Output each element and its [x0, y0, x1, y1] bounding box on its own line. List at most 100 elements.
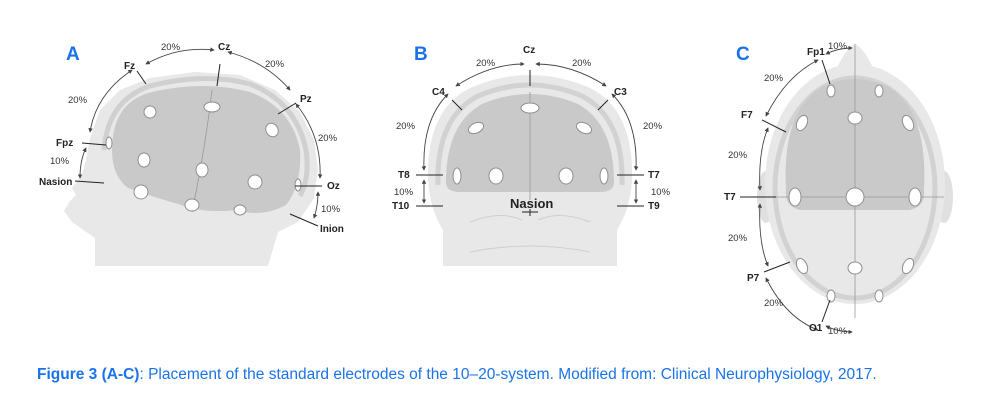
panel-b-arc-c3-t7	[611, 93, 639, 171]
panel-a-pct-nasion-fpz: 10%	[50, 156, 70, 167]
panel-b-letter: B	[414, 44, 428, 65]
panel-b-tick-c4	[451, 99, 463, 111]
panel-a-arc-cz-pz	[227, 50, 291, 91]
panel-c-arc-t7-f7	[757, 127, 769, 191]
panel-b-pct-t8-c4: 20%	[396, 121, 416, 132]
panel-b-electrode	[558, 167, 574, 185]
panel-a-label-nasion: Nasion	[39, 177, 72, 188]
panel-b-label-t9: T9	[648, 201, 660, 212]
panel-b-electrode	[599, 167, 609, 185]
panel-b-label-nasion: Nasion	[510, 196, 553, 211]
panel-b-label-cz: Cz	[523, 45, 535, 56]
panel-a-electrode	[265, 122, 279, 138]
panel-c-tick-fp1	[821, 59, 831, 85]
caption-text: : Placement of the standard electrodes o…	[139, 366, 877, 383]
panel-c-electrode	[795, 257, 809, 275]
panel-a-pct-oz-inion: 10%	[321, 204, 341, 215]
panel-c-arc-f7-fp1	[765, 59, 819, 117]
panel-a-label-fz: Fz	[124, 61, 135, 72]
panel-b-arc-cz-c3	[535, 61, 607, 87]
panel-a-electrode	[137, 152, 151, 168]
panel-c-pct-t7-p7: 20%	[728, 233, 748, 244]
panel-c-label-fp1: Fp1	[807, 47, 825, 58]
panel-b-pct-cz-c3: 20%	[572, 58, 592, 69]
panel-c-electrode	[901, 114, 915, 132]
panel-c-label-o1: O1	[809, 323, 823, 334]
panel-c-pct-fp1: 10%	[828, 41, 848, 52]
panel-b-electrode	[467, 121, 485, 135]
panel-b-electrode	[488, 167, 504, 185]
panel-b-electrode	[520, 102, 540, 114]
panel-b-face	[469, 215, 591, 253]
panel-c-letter: C	[736, 44, 750, 65]
panel-a-tick-cz	[216, 63, 221, 87]
panel-c-label-f7: F7	[741, 110, 753, 121]
panel-c-arc-o1-iz	[825, 325, 853, 335]
panel-c: C	[724, 41, 953, 337]
panel-a-label-fpz: Fpz	[56, 138, 73, 149]
panel-c-tick-p7	[763, 261, 791, 273]
panel-b-arc-t8-c4	[421, 93, 449, 171]
panel-b-label-t7: T7	[648, 170, 660, 181]
panel-a-label-oz: Oz	[327, 181, 340, 192]
panel-c-pct-t7-f7: 20%	[728, 150, 748, 161]
panel-a-arc-pz-oz	[295, 103, 323, 179]
panel-c-label-p7: P7	[747, 273, 760, 284]
panel-c-pct-f7-fp1: 20%	[764, 73, 784, 84]
panel-b-electrode	[575, 121, 593, 135]
eeg-10-20-figure: A Fz Cz	[39, 41, 953, 337]
panel-c-electrode	[845, 187, 865, 207]
panel-a-electrode	[294, 178, 302, 192]
panel-c-arc-fp1-nz	[825, 45, 853, 55]
panel-a-pct-pz-oz: 20%	[318, 133, 338, 144]
panel-a-tick-pz	[277, 102, 297, 115]
panel-a-tick-fz	[136, 70, 147, 85]
panel-b-label-t10: T10	[392, 201, 410, 212]
panel-b-electrode	[452, 167, 462, 185]
panel-b-label-t8: T8	[398, 170, 410, 181]
panel-b-arc-c4-cz	[455, 61, 525, 87]
panel-a: A Fz Cz	[39, 42, 344, 266]
panel-a-pct-cz-pz: 20%	[265, 59, 285, 70]
panel-a-electrode	[233, 204, 247, 216]
figure-caption: Figure 3 (A-C): Placement of the standar…	[37, 366, 977, 384]
panel-c-electrode	[847, 261, 863, 275]
panel-b-label-c4: C4	[432, 87, 445, 98]
panel-a-arc-fz-cz	[145, 47, 215, 65]
panel-c-electrode	[901, 257, 915, 275]
panel-b: B Cz C4	[392, 44, 671, 266]
panel-a-electrode	[195, 162, 209, 178]
panel-c-electrode	[874, 289, 884, 303]
panel-b-pct-t7-t9: 10%	[651, 187, 671, 198]
panel-a-electrode	[203, 101, 221, 113]
panel-c-tick-f7	[761, 119, 787, 133]
panel-b-label-c3: C3	[614, 87, 627, 98]
panel-a-tick-fpz	[81, 142, 107, 146]
panel-a-letter: A	[66, 44, 80, 65]
panel-b-pct-c4-cz: 20%	[476, 58, 496, 69]
panel-c-electrode	[908, 187, 922, 207]
caption-label: Figure 3 (A-C)	[37, 366, 140, 383]
panel-a-pct-fpz-fz: 20%	[68, 95, 88, 106]
panel-a-electrode	[143, 105, 157, 119]
panel-c-arc-p7-o1	[765, 277, 819, 331]
panel-c-electrode	[847, 111, 863, 125]
panel-c-electrode	[874, 84, 884, 98]
panel-a-electrode	[105, 136, 113, 150]
panel-c-arc-t7-p7	[757, 203, 769, 267]
panel-a-pct-fz-cz: 20%	[161, 42, 181, 53]
panel-c-pct-p7-o1: 20%	[764, 298, 784, 309]
panel-b-pct-t8-t10: 10%	[394, 187, 414, 198]
panel-c-pct-o1: 10%	[828, 326, 848, 337]
panel-a-electrode	[133, 184, 149, 200]
panel-a-label-pz: Pz	[300, 94, 312, 105]
panel-c-label-t7: T7	[724, 192, 736, 203]
panel-c-electrode	[826, 289, 836, 303]
panel-a-tick-nasion	[74, 180, 105, 184]
panel-a-label-cz: Cz	[218, 42, 230, 53]
panel-b-tick-c3	[597, 99, 609, 111]
panel-a-arc-oz-inion	[313, 191, 321, 219]
panel-c-electrode	[788, 187, 802, 207]
panel-a-electrode	[184, 198, 200, 212]
panel-c-tick-o1	[821, 299, 831, 323]
